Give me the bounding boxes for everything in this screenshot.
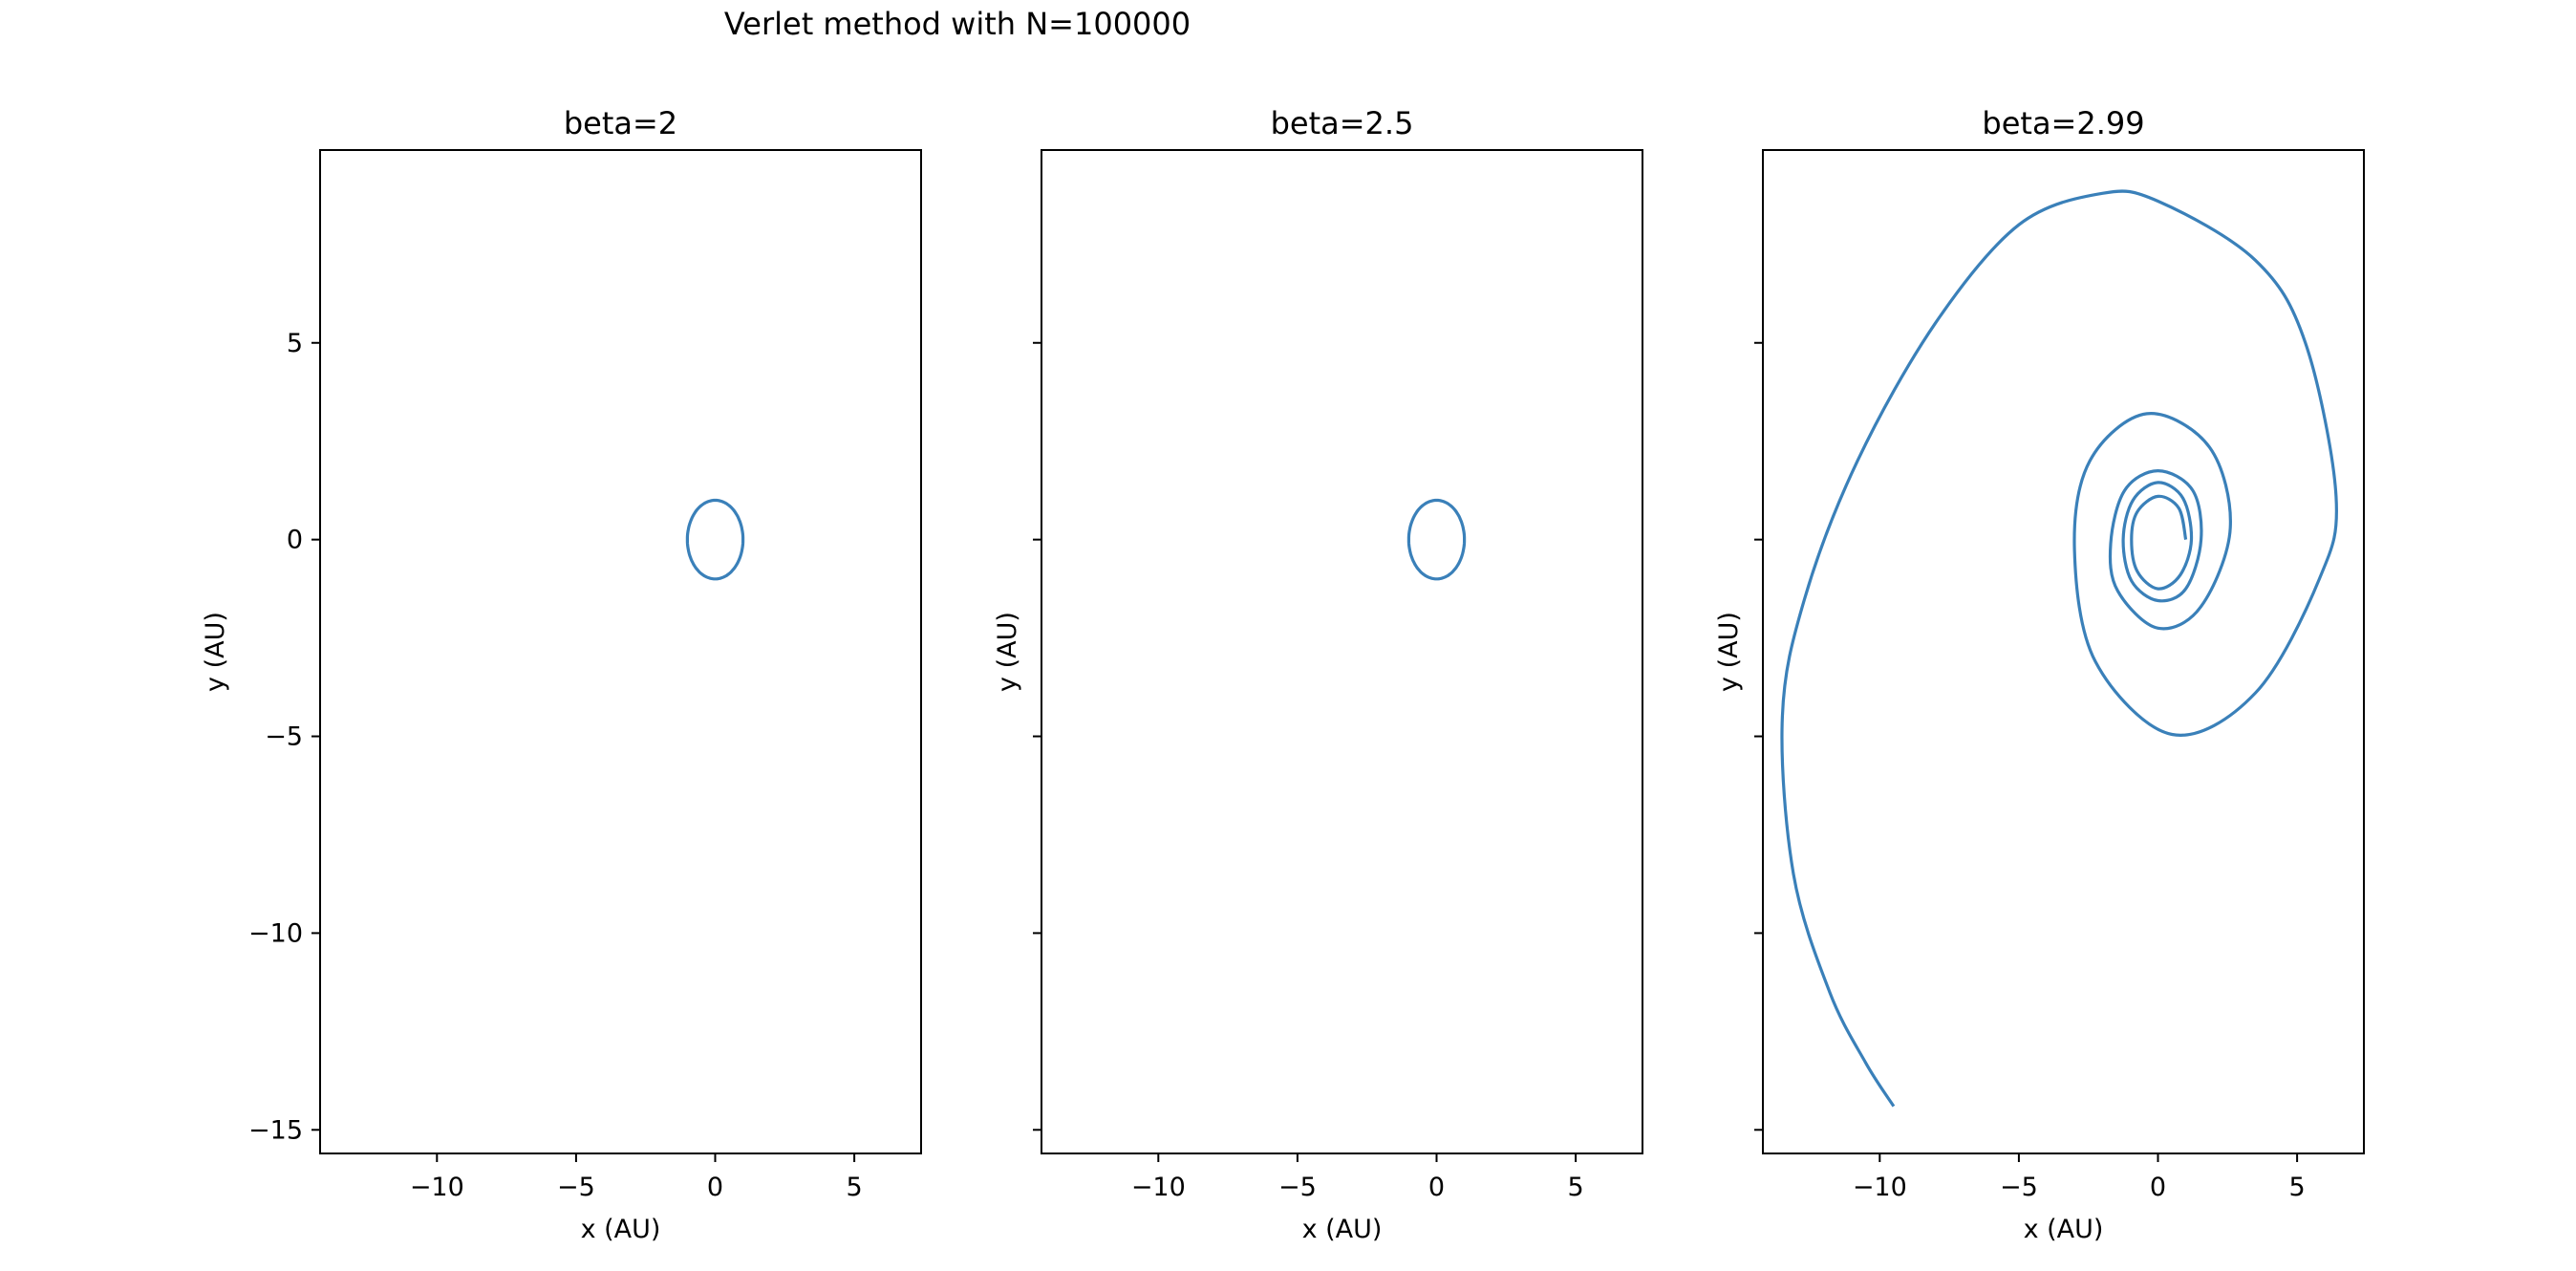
x-tick-label: −5 — [2000, 1173, 2038, 1202]
x-tick-label: −10 — [1131, 1173, 1186, 1202]
y-axis-label: y (AU) — [1714, 612, 1744, 692]
y-tick-label: 0 — [287, 526, 303, 555]
orbit-trajectory-line — [1780, 189, 2338, 1108]
y-tick-label: −10 — [248, 918, 303, 948]
subplot-panels: −10 −5 0 5 5 0 −5 −10 −15 beta=2 x (AU) y (AU) −10 −5… — [201, 105, 2365, 1244]
x-tick-label: 0 — [1428, 1173, 1445, 1202]
x-tick-label: 5 — [847, 1173, 863, 1202]
x-tick-label: −5 — [557, 1173, 595, 1202]
axes-frame — [319, 149, 922, 1154]
x-axis-label: x (AU) — [1302, 1215, 1383, 1244]
subplot-3: −10 −5 0 5 beta=2.99 x (AU) y (AU) — [1714, 105, 2365, 1244]
subplot-2: −10 −5 0 5 beta=2.5 x (AU) y (AU) — [993, 105, 1643, 1244]
axes-frame — [1041, 149, 1643, 1154]
axes-frame — [1762, 149, 2365, 1154]
x-axis-label: x (AU) — [581, 1215, 661, 1244]
y-tick-label: −5 — [265, 722, 303, 752]
x-axis-label: x (AU) — [2024, 1215, 2104, 1244]
subplot-1: −10 −5 0 5 5 0 −5 −10 −15 beta=2 x (AU) y (AU) — [201, 105, 922, 1244]
y-axis-label: y (AU) — [993, 612, 1022, 692]
x-tick-label: −10 — [410, 1173, 464, 1202]
orbit-trajectory-line — [685, 498, 745, 581]
x-tick-label: 5 — [2289, 1173, 2306, 1202]
subplot-title: beta=2.99 — [1982, 105, 2144, 141]
x-tick-label: −10 — [1853, 1173, 1907, 1202]
y-axis-label: y (AU) — [201, 612, 230, 692]
x-tick-label: −5 — [1278, 1173, 1317, 1202]
x-tick-label: 5 — [1568, 1173, 1584, 1202]
x-tick-label: 0 — [707, 1173, 723, 1202]
y-tick-label: 5 — [287, 329, 303, 358]
figure-suptitle: Verlet method with N=100000 — [724, 6, 1191, 42]
subplot-title: beta=2 — [564, 105, 677, 141]
x-tick-label: 0 — [2150, 1173, 2166, 1202]
subplot-title: beta=2.5 — [1271, 105, 1414, 141]
orbit-trajectory-line — [1406, 498, 1467, 581]
y-tick-label: −15 — [248, 1115, 303, 1145]
